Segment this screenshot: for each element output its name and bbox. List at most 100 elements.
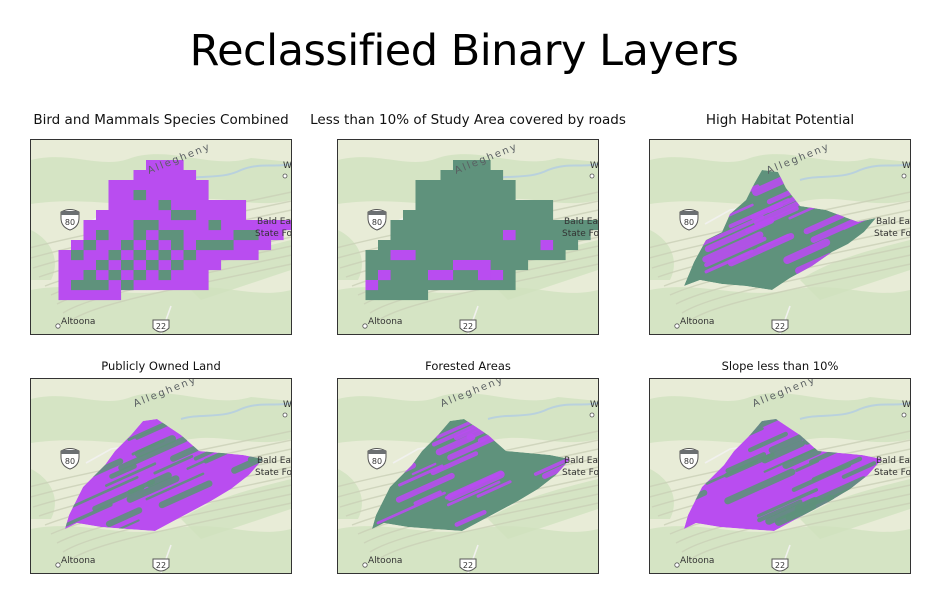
- raster-cell: [465, 200, 479, 211]
- raster-cell: [83, 240, 97, 251]
- raster-cell: [390, 280, 404, 291]
- habitat-streak: [695, 215, 765, 249]
- raster-cell: [490, 280, 504, 291]
- raster-cell: [133, 270, 147, 281]
- place-label: W: [590, 400, 598, 410]
- raster-cell: [378, 260, 391, 271]
- panel-roads: Less than 10% of Study Area covered by r…: [310, 110, 626, 336]
- interstate-shield-icon: 80: [367, 448, 387, 470]
- raster-cell: [415, 190, 429, 201]
- raster-cell: [271, 230, 284, 241]
- raster-cell: [146, 250, 159, 261]
- raster-cell: [171, 260, 184, 271]
- raster-cell: [146, 280, 159, 291]
- habitat-streak: [395, 472, 455, 503]
- raster-cell: [478, 240, 491, 251]
- raster-cell: [183, 210, 197, 221]
- panel-public-land: Publicly Owned Land Allegheny 80 22 Altoona…: [30, 357, 292, 575]
- habitat-streak: [118, 519, 140, 530]
- forest-label: Bald Eagle: [564, 217, 598, 227]
- river: [799, 163, 910, 181]
- raster-cell: [158, 270, 172, 281]
- raster-cell: [121, 270, 134, 281]
- habitat-streak: [763, 444, 824, 473]
- raster-cell: [453, 230, 466, 241]
- raster-cell: [428, 250, 441, 261]
- river: [487, 163, 598, 181]
- raster-cell: [196, 180, 209, 191]
- raster-cell: [390, 290, 404, 301]
- raster-cell: [553, 230, 566, 241]
- panel-slope: Slope less than 10% Allegheny 80 22 Altoona…: [649, 357, 911, 575]
- raster-cell: [540, 210, 554, 221]
- raster-cell: [133, 230, 147, 241]
- raster-cell: [478, 220, 491, 231]
- raster-cell: [440, 240, 454, 251]
- raster-cell: [171, 160, 184, 171]
- raster-cell: [540, 230, 554, 241]
- river: [180, 163, 291, 181]
- place-marker-icon: [589, 412, 595, 418]
- raster-cell: [133, 260, 147, 271]
- raster-cell: [121, 180, 134, 191]
- raster-cell: [453, 250, 466, 261]
- raster-cell: [58, 290, 72, 301]
- raster-cell: [171, 230, 184, 241]
- raster-cell: [453, 180, 466, 191]
- raster-cell: [96, 220, 109, 231]
- panel-title: Slope less than 10%: [721, 359, 839, 373]
- raster-cell: [503, 240, 516, 251]
- raster-cell: [415, 210, 429, 221]
- forest-area: [31, 393, 291, 445]
- raster-cell: [246, 250, 259, 261]
- raster-cell: [453, 270, 466, 281]
- raster-cell: [233, 250, 247, 261]
- raster-cell: [221, 210, 234, 221]
- us-route-shield-icon: 22: [459, 319, 477, 333]
- habitat-streak: [811, 456, 863, 482]
- raster-cell: [378, 280, 391, 291]
- habitat-streak: [413, 490, 442, 506]
- habitat-streak: [376, 491, 446, 525]
- raster-cell: [503, 220, 516, 231]
- raster-cell: [503, 190, 516, 201]
- habitat-streak: [841, 461, 877, 479]
- habitat-streak: [444, 471, 504, 500]
- raster-cell: [158, 210, 172, 221]
- raster-cell: [146, 220, 159, 231]
- raster-cell: [578, 230, 591, 241]
- raster-cell: [440, 180, 454, 191]
- habitat-streak: [158, 480, 213, 509]
- raster-cell: [196, 240, 209, 251]
- river: [180, 402, 291, 420]
- habitat-streak: [104, 462, 157, 487]
- raster-cell: [378, 290, 391, 301]
- raster-cell: [183, 260, 197, 271]
- raster-cell: [221, 230, 234, 241]
- raster-cell: [171, 220, 184, 231]
- raster-cell: [478, 270, 491, 281]
- river: [799, 402, 910, 420]
- panel-title: High Habitat Potential: [705, 112, 855, 128]
- raster-cell: [71, 270, 84, 281]
- raster-cell: [440, 270, 454, 281]
- raster-cell: [108, 250, 122, 261]
- habitat-streak: [65, 502, 113, 529]
- interstate-shield-icon: 80: [367, 209, 387, 231]
- raster-grid: [365, 160, 598, 301]
- raster-cell: [133, 200, 147, 211]
- place-marker-icon: [901, 412, 907, 418]
- panel-title: Publicly Owned Land: [101, 359, 221, 373]
- raster-cell: [233, 210, 247, 221]
- river: [487, 402, 598, 420]
- raster-cell: [503, 270, 516, 281]
- raster-cell: [258, 240, 272, 251]
- raster-cell: [403, 270, 416, 281]
